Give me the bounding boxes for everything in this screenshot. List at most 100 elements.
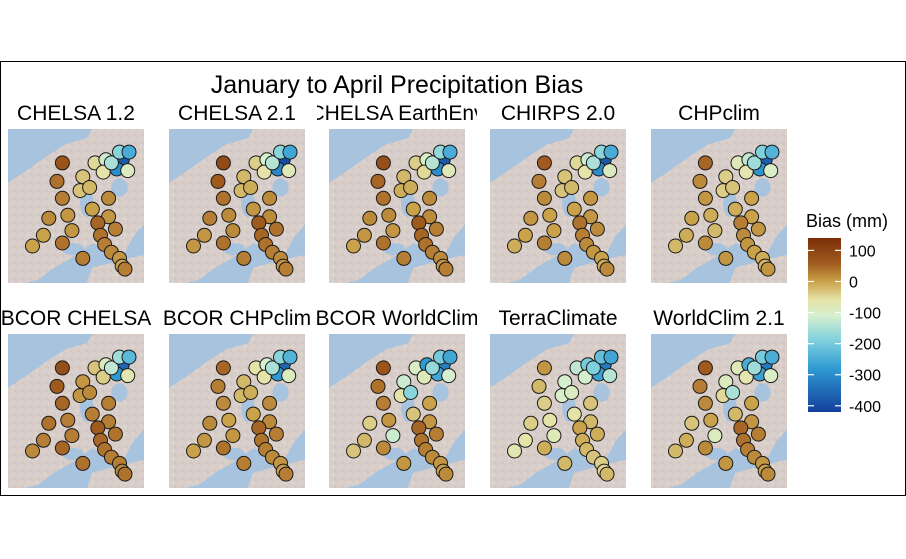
station-point	[264, 360, 280, 376]
colorbar-tick-label: -100	[849, 306, 881, 323]
panel-title-wrap: CHIRPS 2.0	[501, 102, 615, 125]
station-point	[236, 250, 252, 266]
station-point	[523, 210, 539, 226]
panel-title-wrap: CHELSA 1.2	[17, 102, 135, 125]
station-point	[602, 163, 618, 179]
station-point	[536, 155, 552, 171]
station-point	[536, 395, 552, 411]
station-point	[746, 155, 762, 171]
station-point	[236, 374, 252, 390]
station-point	[202, 415, 218, 431]
chart-title: January to April Precipitation Bias	[211, 71, 583, 99]
station-point	[744, 395, 760, 411]
station-point	[557, 250, 573, 266]
map-panels: CHELSA 1.2 CHELSA 2.1 CHELSA EarthEnv CHIRP…	[1, 102, 787, 488]
station-point	[589, 221, 605, 237]
station-point	[564, 385, 580, 400]
station-point	[25, 238, 40, 254]
station-point	[764, 144, 780, 160]
station-point	[362, 415, 378, 431]
lake	[754, 383, 771, 402]
station-point	[251, 420, 267, 436]
map-panel: CHELSA EarthEnv	[317, 102, 477, 283]
station-point	[75, 455, 91, 471]
station-point	[697, 190, 713, 206]
station-point	[75, 169, 91, 185]
lake	[754, 178, 771, 197]
map-panel: TerraClimate	[490, 307, 626, 488]
station-point	[221, 412, 237, 428]
station-point	[697, 440, 713, 456]
station-point	[707, 428, 723, 444]
lake	[272, 383, 289, 402]
station-point	[278, 466, 294, 482]
station-point	[557, 169, 573, 185]
panel-title-wrap: BCOR CHPclim	[163, 307, 311, 330]
station-point	[396, 455, 412, 471]
station-point	[375, 440, 391, 456]
station-point	[566, 201, 582, 217]
panel-title-wrap: CHELSA EarthEnv	[317, 102, 477, 125]
station-point	[718, 374, 734, 390]
station-point	[278, 261, 294, 277]
station-point	[707, 223, 723, 239]
station-point	[718, 455, 734, 471]
station-point	[396, 250, 412, 266]
station-point	[428, 221, 444, 237]
station-point	[557, 455, 573, 471]
panel-title: TerraClimate	[498, 307, 617, 330]
station-point	[692, 378, 708, 394]
station-point	[507, 238, 522, 254]
station-point	[82, 385, 98, 400]
station-point	[507, 443, 522, 459]
station-point	[186, 238, 201, 254]
colorbar-tick-label: -200	[849, 337, 881, 354]
station-point	[603, 349, 619, 365]
station-point	[346, 443, 361, 459]
map-panel: BCOR WorldClim	[317, 307, 477, 488]
station-point	[262, 190, 278, 206]
station-point	[405, 406, 421, 422]
colorbar-tick-label: 0	[849, 275, 858, 292]
station-point	[764, 349, 780, 365]
panel-title-wrap: BCOR WorldClim	[317, 307, 477, 330]
station-point	[725, 180, 741, 195]
station-point	[282, 349, 298, 365]
station-point	[210, 378, 226, 394]
station-point	[103, 155, 119, 171]
station-point	[557, 374, 573, 390]
station-point	[264, 155, 280, 171]
station-point	[725, 385, 741, 400]
station-point	[84, 201, 100, 217]
station-point	[385, 428, 401, 444]
station-point	[603, 144, 619, 160]
colorbar-ticks: 100 0 -100 -200 -300 -400	[808, 243, 881, 416]
panel-title-wrap: CHELSA 2.1	[178, 102, 296, 125]
map-panel: BCOR CHELSA	[1, 307, 152, 488]
station-point	[54, 360, 70, 376]
station-point	[760, 466, 776, 482]
station-point	[107, 426, 123, 442]
station-point	[546, 428, 562, 444]
lake	[272, 178, 289, 197]
station-point	[697, 360, 713, 376]
station-point	[210, 173, 226, 189]
station-point	[763, 163, 779, 179]
lake	[111, 383, 128, 402]
station-point	[75, 374, 91, 390]
map-panel: CHELSA 1.2	[8, 102, 144, 283]
station-point	[49, 378, 65, 394]
station-point	[281, 163, 297, 179]
station-point	[396, 374, 412, 390]
station-point	[35, 432, 51, 448]
panel-title: WorldClim 2.1	[653, 307, 784, 330]
station-point	[82, 180, 98, 195]
panel-title-wrap: BCOR CHELSA	[1, 307, 152, 330]
station-point	[49, 173, 65, 189]
station-point	[760, 261, 776, 277]
station-point	[375, 155, 391, 171]
station-point	[54, 190, 70, 206]
station-point	[375, 235, 391, 251]
station-point	[531, 173, 547, 189]
